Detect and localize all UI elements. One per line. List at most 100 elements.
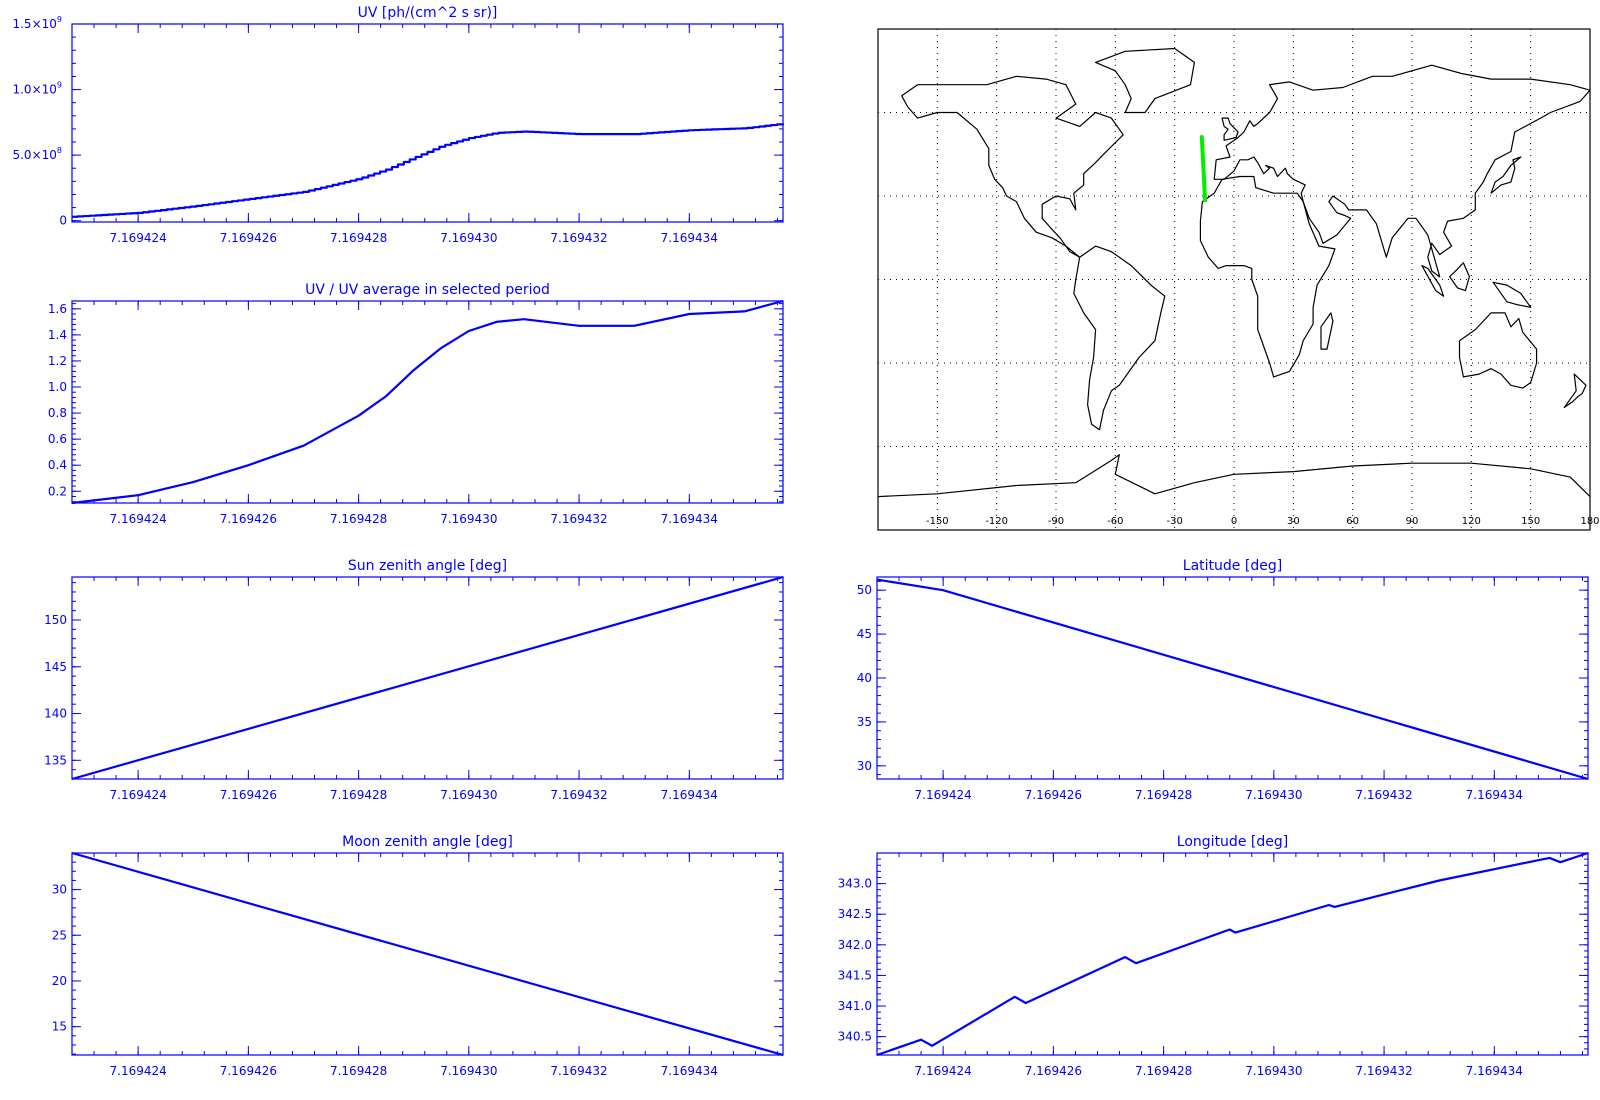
series-line bbox=[71, 851, 784, 1057]
chart-title: Moon zenith angle [deg] bbox=[342, 834, 513, 850]
chart-title: UV [ph/(cm^2 s sr)] bbox=[358, 5, 498, 21]
y-tick-label: 30 bbox=[857, 759, 872, 773]
coastline-africa bbox=[1199, 175, 1336, 378]
coastline-greenland bbox=[1094, 47, 1196, 114]
y-tick-label: 40 bbox=[857, 671, 872, 685]
x-tick-label: 7.169430 bbox=[440, 788, 497, 802]
y-tick-label: 341.5 bbox=[838, 968, 872, 982]
lon-tick-label: -60 bbox=[1107, 516, 1123, 527]
x-tick-label: 7.169428 bbox=[330, 231, 387, 245]
x-tick-label: 7.169434 bbox=[661, 512, 718, 526]
chart-title: UV / UV average in selected period bbox=[305, 282, 550, 298]
y-tick-label: 342.0 bbox=[838, 938, 872, 952]
series-line bbox=[72, 123, 785, 218]
y-tick-label: 1.0 bbox=[48, 380, 67, 394]
x-tick-label: 7.169432 bbox=[1355, 788, 1412, 802]
x-tick-label: 7.169434 bbox=[661, 231, 718, 245]
x-tick-label: 7.169428 bbox=[1135, 788, 1192, 802]
chart-title: Sun zenith angle [deg] bbox=[348, 558, 507, 574]
world-map: -150 -120 -90 -60 -30 0 30 60 90 120 150 180 bbox=[877, 28, 1600, 531]
x-tick-label: 7.169428 bbox=[330, 512, 387, 526]
coastline-uk bbox=[1221, 117, 1239, 141]
x-tick-label: 7.169424 bbox=[110, 788, 167, 802]
x-tick-label: 7.169430 bbox=[1245, 788, 1302, 802]
satellite-track bbox=[1199, 135, 1208, 203]
y-tick-label: 1.2 bbox=[48, 354, 67, 368]
chart-longitude: Longitude [deg] 7.169424 7.169426 7.169428 7… bbox=[838, 834, 1589, 1078]
y-tick-label: 1.0×109 bbox=[12, 81, 62, 97]
y-tick-exponent: 9 bbox=[57, 15, 62, 24]
x-tick-label: 7.169426 bbox=[1025, 788, 1082, 802]
x-tick-label: 7.169426 bbox=[220, 512, 277, 526]
coastline-japan bbox=[1490, 156, 1522, 194]
y-tick-exponent: 8 bbox=[57, 146, 62, 155]
plot-frame bbox=[71, 300, 784, 504]
lon-tick-label: 120 bbox=[1462, 516, 1481, 527]
y-tick-exponent: 9 bbox=[57, 81, 62, 90]
x-tick-label: 7.169432 bbox=[550, 512, 607, 526]
lon-tick-label: 150 bbox=[1521, 516, 1540, 527]
x-tick-label: 7.169428 bbox=[1135, 1064, 1192, 1078]
x-tick-label: 7.169430 bbox=[440, 1064, 497, 1078]
coastline-antarctica bbox=[877, 454, 1591, 498]
x-tick-label: 7.169424 bbox=[110, 512, 167, 526]
coastline-new-zealand bbox=[1563, 373, 1587, 409]
y-tick-label: 341.0 bbox=[838, 999, 872, 1013]
x-tick-label: 7.169434 bbox=[1466, 1064, 1523, 1078]
x-tick-label: 7.169428 bbox=[330, 1064, 387, 1078]
y-tick-label: 340.5 bbox=[838, 1030, 872, 1044]
y-tick-label: 50 bbox=[857, 583, 872, 597]
y-tick-label: 1.6 bbox=[48, 302, 67, 316]
y-tick-label: 15 bbox=[52, 1020, 67, 1034]
coastline-sumatra bbox=[1421, 265, 1445, 297]
series-line bbox=[876, 851, 1589, 1057]
plot-frame bbox=[71, 23, 784, 223]
coastline-south-america bbox=[1073, 245, 1166, 431]
chart-uv: UV [ph/(cm^2 s sr)] 7.169424 7.169426 7.169… bbox=[12, 5, 785, 245]
lon-tick-label: 0 bbox=[1231, 516, 1237, 527]
y-tick-label: 135 bbox=[44, 753, 67, 767]
y-tick-label: 140 bbox=[44, 707, 67, 721]
coastline-new-guinea bbox=[1492, 281, 1532, 308]
y-tick-label: 45 bbox=[857, 627, 872, 641]
x-tick-label: 7.169432 bbox=[550, 788, 607, 802]
x-tick-label: 7.169430 bbox=[440, 231, 497, 245]
lon-tick-label: -30 bbox=[1166, 516, 1182, 527]
lon-tick-label: 90 bbox=[1406, 516, 1419, 527]
chart-sun_zenith: Sun zenith angle [deg] 7.169424 7.169426 7.… bbox=[44, 558, 784, 802]
chart-title: Latitude [deg] bbox=[1183, 558, 1282, 574]
y-tick-label: 0.4 bbox=[48, 458, 67, 472]
coastline-australia bbox=[1458, 312, 1538, 389]
y-tick-label: 5.0×108 bbox=[12, 146, 62, 162]
x-tick-label: 7.169430 bbox=[1245, 1064, 1302, 1078]
x-tick-label: 7.169424 bbox=[915, 788, 972, 802]
y-tick-label: 0.6 bbox=[48, 432, 67, 446]
x-tick-label: 7.169426 bbox=[1025, 1064, 1082, 1078]
coastline-madagascar bbox=[1320, 312, 1334, 350]
series-line bbox=[71, 575, 784, 781]
x-tick-label: 7.169432 bbox=[550, 231, 607, 245]
coastline-north-america bbox=[901, 75, 1124, 258]
lon-tick-label: 60 bbox=[1346, 516, 1359, 527]
map-frame bbox=[877, 28, 1591, 531]
y-tick-label: 1.4 bbox=[48, 328, 67, 342]
x-tick-label: 7.169424 bbox=[110, 231, 167, 245]
chart-moon_zenith: Moon zenith angle [deg] 7.169424 7.169426 7… bbox=[52, 834, 784, 1078]
x-tick-label: 7.169430 bbox=[440, 512, 497, 526]
series-line bbox=[876, 578, 1589, 781]
coastline-borneo bbox=[1448, 262, 1471, 292]
lon-tick-label: 180 bbox=[1580, 516, 1599, 527]
y-tick-label: 0 bbox=[59, 214, 67, 228]
y-tick-label: 35 bbox=[857, 715, 872, 729]
chart-latitude: Latitude [deg] 7.169424 7.169426 7.169428 7.… bbox=[857, 558, 1589, 802]
chart-uv_ratio: UV / UV average in selected period 7.1694… bbox=[48, 282, 784, 526]
x-tick-label: 7.169426 bbox=[220, 231, 277, 245]
x-tick-label: 7.169434 bbox=[661, 1064, 718, 1078]
x-tick-label: 7.169426 bbox=[220, 788, 277, 802]
plot-frame bbox=[71, 576, 784, 780]
x-tick-label: 7.169428 bbox=[330, 788, 387, 802]
y-tick-label: 342.5 bbox=[838, 907, 872, 921]
lon-tick-label: 30 bbox=[1287, 516, 1300, 527]
y-tick-label: 0.2 bbox=[48, 484, 67, 498]
